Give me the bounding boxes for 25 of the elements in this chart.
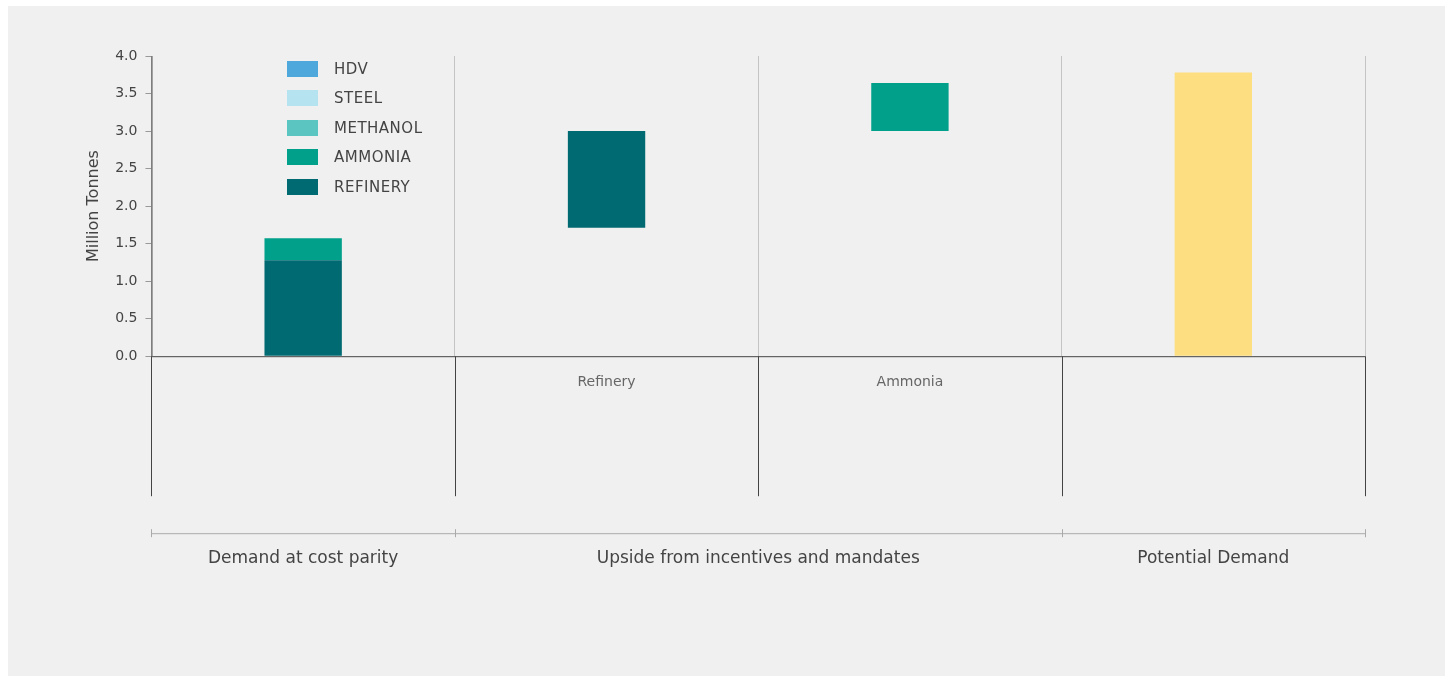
legend-label: REFINERY bbox=[334, 177, 411, 196]
legend-label: STEEL bbox=[334, 89, 383, 108]
y-tick-label: 2.5 bbox=[115, 159, 138, 176]
text: Upside from incentives and mandates bbox=[596, 546, 920, 567]
legend-label: METHANOL bbox=[334, 118, 423, 137]
text: Demand at cost parity bbox=[208, 546, 399, 567]
y-tick-label: 3.5 bbox=[115, 84, 138, 101]
bar bbox=[264, 260, 342, 356]
bar bbox=[264, 238, 342, 261]
x-tick-label: Ammonia bbox=[876, 373, 944, 390]
legend-label: HDV bbox=[334, 59, 369, 78]
legend-label: AMMONIA bbox=[334, 148, 412, 167]
y-tick-label: 0.0 bbox=[115, 346, 138, 363]
y-tick-label: 1.0 bbox=[115, 271, 138, 288]
bar bbox=[1174, 72, 1252, 356]
bar bbox=[871, 83, 949, 132]
y-tick-label: 2.0 bbox=[115, 196, 138, 213]
bar bbox=[567, 131, 646, 228]
x-tick-label: Refinery bbox=[577, 373, 636, 390]
y-axis-title: Million Tonnes bbox=[82, 150, 102, 263]
y-tick-label: 3.0 bbox=[115, 121, 138, 138]
text: Potential Demand bbox=[1137, 546, 1290, 567]
y-tick-label: 1.5 bbox=[115, 234, 138, 251]
y-tick-label: 0.5 bbox=[115, 309, 138, 326]
y-tick-label: 4.0 bbox=[115, 46, 138, 63]
